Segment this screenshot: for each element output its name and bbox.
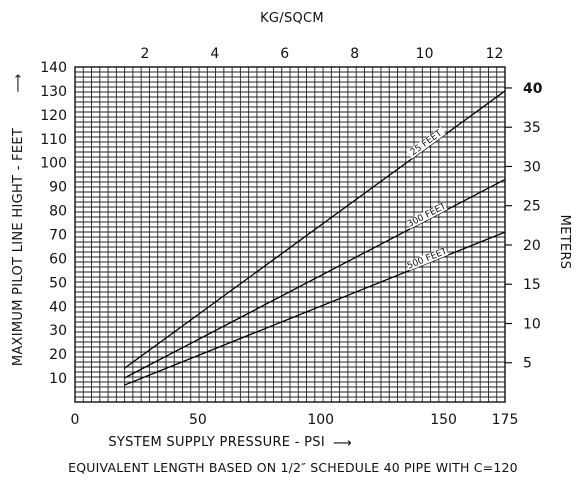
left-axis-title: MAXIMUM PILOT LINE HIGHT - FEET xyxy=(11,128,26,366)
y-left-tick-label: 60 xyxy=(49,251,67,267)
x-bottom-tick-label: 175 xyxy=(492,412,519,428)
y-left-tick-label: 30 xyxy=(49,323,67,339)
y-right-tick-label: 40 xyxy=(523,81,543,97)
y-left-tick-label: 140 xyxy=(40,60,67,76)
y-left-tick-label: 40 xyxy=(49,299,67,315)
plot-frame xyxy=(74,66,506,403)
series-label-group: 300 FEET xyxy=(406,201,448,230)
footnote: EQUIVALENT LENGTH BASED ON 1/2″ SCHEDULE… xyxy=(68,460,518,475)
grid xyxy=(74,66,506,403)
top-axis-title: KG/SQCM xyxy=(260,11,324,26)
y-left-tick-label: 70 xyxy=(49,228,67,244)
x-top-tick-label: 6 xyxy=(280,46,289,62)
y-right-tick-label: 35 xyxy=(523,120,541,136)
tick-labels: 0 50 100 150 175 2 4 6 8 10 12 10 20 30 40 50 60 70 80 90 10… xyxy=(40,46,542,428)
y-left-tick-label: 130 xyxy=(40,84,67,100)
y-left-tick-label: 90 xyxy=(49,180,67,196)
series-label-group: 500 FEET xyxy=(406,246,449,271)
series-label-backdrop xyxy=(406,201,448,229)
y-right-tick-label: 15 xyxy=(523,277,541,293)
y-left-tick-label: 50 xyxy=(49,275,67,291)
y-right-tick-label: 10 xyxy=(523,316,541,332)
y-left-tick-label: 20 xyxy=(49,347,67,363)
x-bottom-tick-label: 100 xyxy=(307,412,334,428)
y-right-tick-label: 25 xyxy=(523,199,541,215)
y-left-tick-label: 120 xyxy=(40,108,67,124)
x-bottom-tick-label: 150 xyxy=(430,412,457,428)
series-label-backdrop xyxy=(405,246,449,271)
x-top-tick-label: 2 xyxy=(140,46,149,62)
x-bottom-tick-label: 50 xyxy=(189,412,207,428)
y-left-tick-label: 100 xyxy=(40,156,67,172)
y-right-tick-label: 5 xyxy=(523,356,532,372)
y-left-tick-label: 110 xyxy=(40,132,67,148)
y-left-tick-label: 10 xyxy=(49,371,67,387)
left-axis-arrow: ⟶ xyxy=(11,74,26,93)
y-right-tick-label: 30 xyxy=(523,159,541,175)
x-top-tick-label: 8 xyxy=(350,46,359,62)
x-top-tick-label: 4 xyxy=(210,46,219,62)
x-top-tick-label: 10 xyxy=(416,46,434,62)
y-left-tick-label: 80 xyxy=(49,204,67,220)
series-label: 500 FEET xyxy=(406,246,449,271)
series-label-backdrop xyxy=(406,126,446,159)
x-top-tick-label: 12 xyxy=(486,46,504,62)
series-label: 300 FEET xyxy=(406,201,448,230)
y-right-tick-label: 20 xyxy=(523,238,541,254)
x-bottom-tick-label: 0 xyxy=(71,412,80,428)
bottom-axis-title: SYSTEM SUPPLY PRESSURE - PSI xyxy=(108,435,325,450)
right-axis-title: METERS xyxy=(557,215,572,270)
bottom-axis-arrow: ⟶ xyxy=(333,436,352,451)
